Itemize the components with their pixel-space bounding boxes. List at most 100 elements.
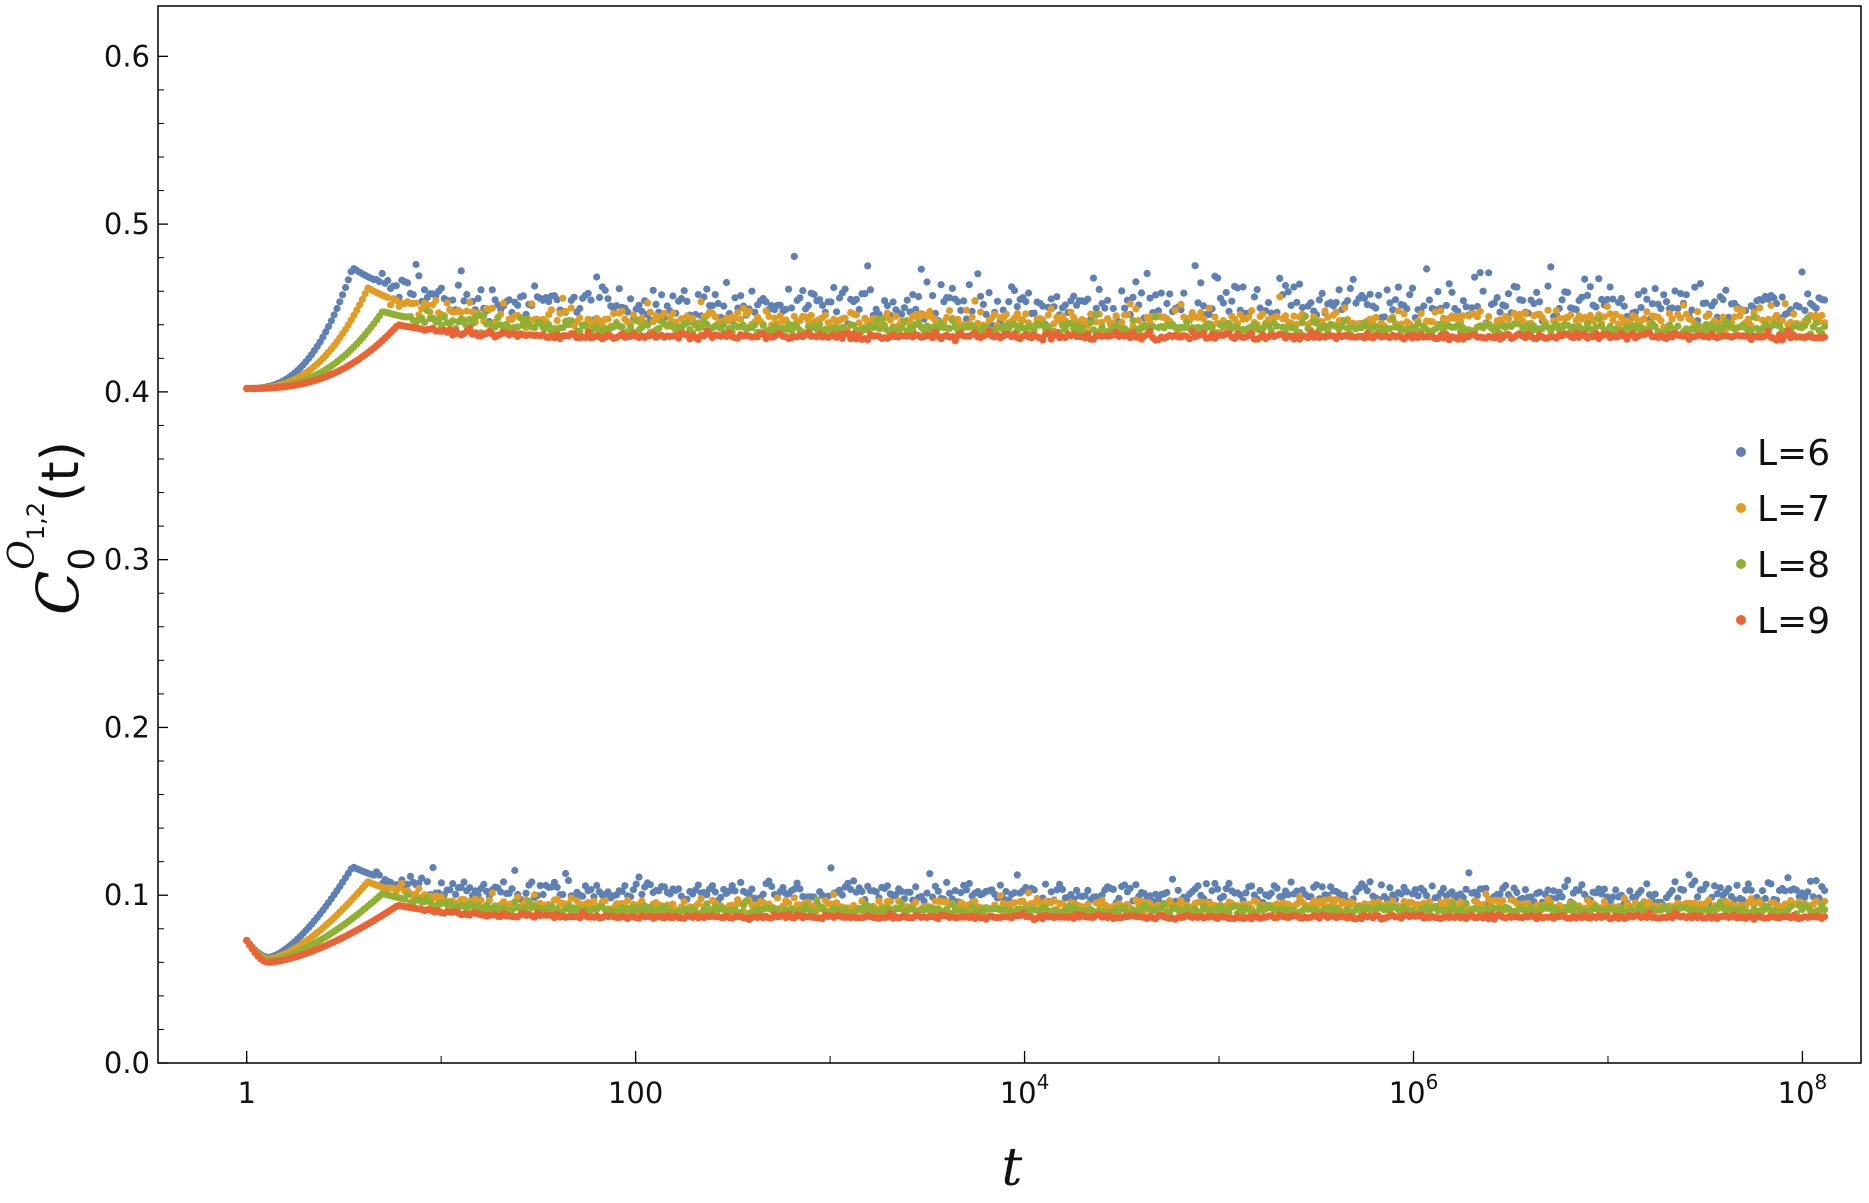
data-point: [943, 313, 951, 322]
data-point: [900, 304, 909, 312]
data-point: [722, 278, 731, 287]
legend-marker: [1736, 447, 1746, 457]
data-point: [689, 314, 697, 322]
data-point: [793, 879, 801, 887]
data-point: [1784, 327, 1792, 335]
y-label-sup: O: [2, 540, 43, 570]
data-point: [816, 296, 824, 304]
data-point: [977, 292, 985, 300]
data-point: [1104, 296, 1112, 304]
data-point: [1219, 299, 1227, 307]
data-point: [545, 321, 553, 329]
data-point: [1482, 890, 1490, 898]
y-label-main: C: [24, 571, 92, 615]
data-point: [900, 317, 909, 325]
x-tick-label: 100: [608, 1076, 663, 1110]
data-point: [1222, 288, 1230, 297]
data-point: [1180, 324, 1188, 332]
data-point: [864, 262, 872, 270]
data-point: [669, 292, 677, 300]
data-point: [1183, 896, 1191, 904]
data-point: [1431, 308, 1439, 316]
data-point: [703, 900, 711, 908]
data-point: [737, 292, 745, 300]
data-point: [1801, 306, 1809, 314]
data-point: [480, 880, 488, 889]
data-point: [1558, 296, 1566, 304]
data-point: [790, 252, 798, 260]
data-point: [833, 308, 841, 316]
data-point: [1504, 315, 1513, 323]
data-point: [1081, 892, 1089, 900]
data-point: [643, 321, 652, 329]
data-point: [1089, 326, 1098, 334]
data-point: [649, 286, 657, 294]
data-point: [745, 308, 753, 316]
data-point: [912, 883, 920, 891]
data-point: [463, 307, 471, 315]
data-point: [1380, 313, 1388, 321]
data-point: [1668, 886, 1676, 895]
data-point: [627, 323, 635, 331]
data-point: [1389, 306, 1397, 314]
data-point: [858, 906, 866, 915]
data-point: [333, 304, 341, 313]
data-point: [1163, 299, 1171, 308]
data-point: [1454, 321, 1462, 329]
data-point: [866, 903, 875, 911]
data-point: [773, 894, 782, 902]
data-point: [1459, 297, 1467, 305]
data-point: [1391, 296, 1400, 304]
data-point: [1535, 888, 1544, 896]
data-point: [1166, 290, 1174, 298]
data-point: [1219, 892, 1227, 901]
data-point: [1716, 898, 1724, 906]
data-point: [1050, 897, 1058, 905]
data-point: [886, 897, 894, 906]
data-point: [1290, 312, 1298, 320]
data-point: [1041, 880, 1050, 888]
data-point: [423, 307, 431, 315]
data-point: [1626, 887, 1634, 895]
data-point: [1651, 285, 1659, 293]
y-label-sub: 0: [62, 548, 103, 571]
data-point: [1722, 286, 1730, 294]
data-point: [635, 873, 643, 881]
data-point: [1284, 891, 1292, 899]
data-point: [872, 888, 880, 896]
data-point: [1366, 878, 1374, 886]
data-point: [1744, 880, 1752, 888]
y-tick-label: 0.1: [104, 878, 150, 912]
data-point: [731, 314, 739, 323]
data-point: [1586, 311, 1594, 320]
data-point: [1132, 305, 1140, 313]
data-point: [601, 897, 609, 905]
data-point: [508, 906, 516, 914]
data-point: [1146, 892, 1154, 900]
data-point: [917, 265, 925, 273]
y-axis-label: C0O1,2(t): [2, 441, 103, 615]
legend-label: L=7: [1757, 489, 1830, 530]
data-point: [1454, 312, 1462, 321]
data-point: [1188, 328, 1196, 336]
data-point: [1118, 318, 1126, 326]
data-point: [965, 879, 973, 888]
data-point: [559, 324, 567, 332]
data-point: [720, 302, 728, 310]
data-point: [1010, 286, 1019, 295]
data-point: [1084, 886, 1092, 895]
data-point: [1485, 313, 1493, 321]
data-point: [1403, 888, 1411, 896]
data-point: [883, 302, 892, 310]
data-point: [1648, 300, 1656, 308]
data-point: [1719, 296, 1727, 304]
data-point: [519, 292, 527, 300]
data-point: [934, 887, 942, 895]
data-point: [1725, 885, 1733, 893]
data-point: [327, 317, 335, 325]
data-point: [968, 903, 976, 911]
data-point: [787, 304, 796, 312]
data-point: [612, 302, 621, 310]
data-point: [1296, 280, 1304, 288]
data-point: [1513, 320, 1521, 328]
